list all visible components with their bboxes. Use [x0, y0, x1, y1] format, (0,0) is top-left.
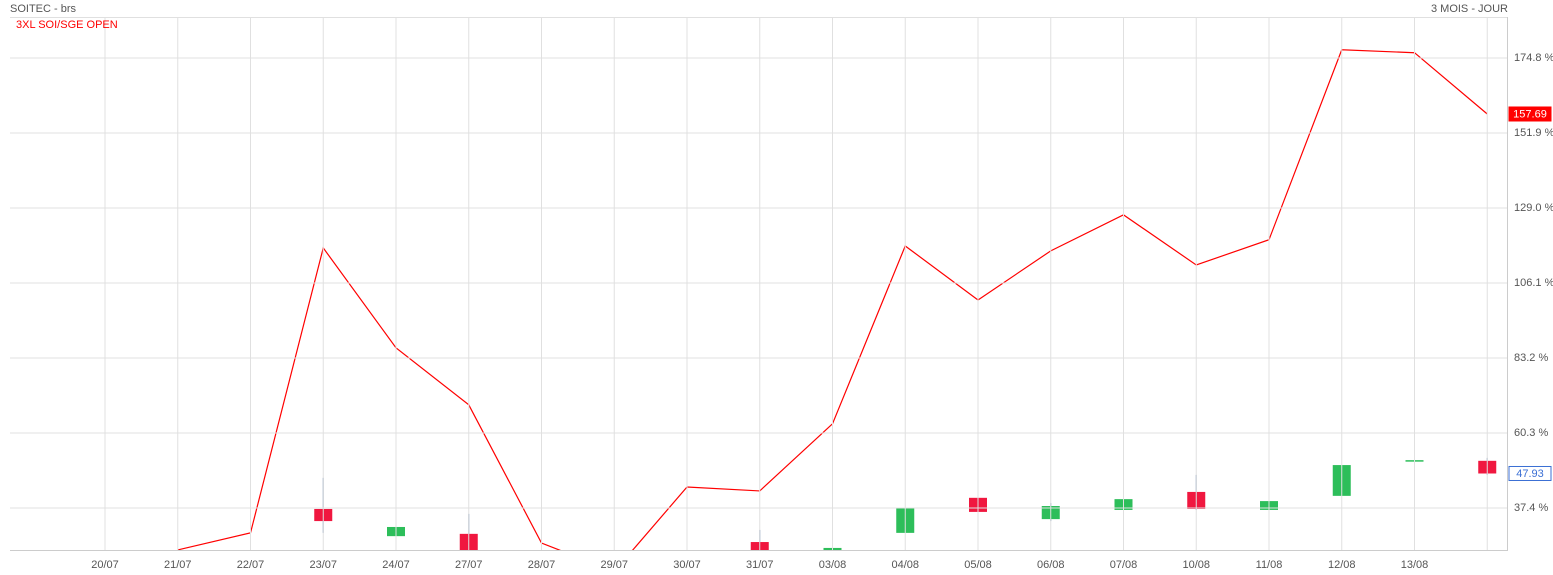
- x-tick-label: 30/07: [673, 559, 701, 571]
- y-tick-label: 37.4 %: [1514, 502, 1548, 514]
- chart-subtitle: 3 MOIS - JOUR: [1431, 3, 1508, 15]
- last-value-box: [1508, 106, 1552, 122]
- x-tick-label: 04/08: [891, 559, 919, 571]
- x-tick-label: 10/08: [1182, 559, 1210, 571]
- x-tick-label: 20/07: [91, 559, 119, 571]
- y-tick-label: 151.9 %: [1514, 127, 1553, 139]
- x-tick-label: 13/08: [1401, 559, 1429, 571]
- x-tick-label: 28/07: [528, 559, 556, 571]
- x-tick-label: 21/07: [164, 559, 192, 571]
- last-value-label: 47.93: [1516, 468, 1544, 480]
- x-tick-label: 23/07: [309, 559, 337, 571]
- x-tick-label: 07/08: [1110, 559, 1138, 571]
- x-tick-label: 27/07: [455, 559, 483, 571]
- x-tick-label: 06/08: [1037, 559, 1065, 571]
- x-tick-label: 24/07: [382, 559, 410, 571]
- chart-title: SOITEC - brs: [10, 3, 77, 15]
- last-value-label: 157.69: [1513, 108, 1547, 120]
- legend-label: 3XL SOI/SGE OPEN: [16, 19, 118, 31]
- last-value-box: [1508, 465, 1552, 481]
- x-tick-label: 12/08: [1328, 559, 1356, 571]
- y-tick-label: 83.2 %: [1514, 352, 1548, 364]
- x-tick-label: 05/08: [964, 559, 992, 571]
- y-tick-label: 129.0 %: [1514, 202, 1553, 214]
- x-tick-label: 29/07: [600, 559, 628, 571]
- y-tick-label: 106.1 %: [1514, 277, 1553, 289]
- y-tick-label: 174.8 %: [1514, 52, 1553, 64]
- x-tick-label: 31/07: [746, 559, 774, 571]
- x-tick-label: 11/08: [1256, 559, 1283, 571]
- y-tick-label: 60.3 %: [1514, 427, 1548, 439]
- x-tick-label: 03/08: [819, 559, 847, 571]
- plot-area: [177, 49, 1497, 550]
- x-tick-label: 22/07: [237, 559, 265, 571]
